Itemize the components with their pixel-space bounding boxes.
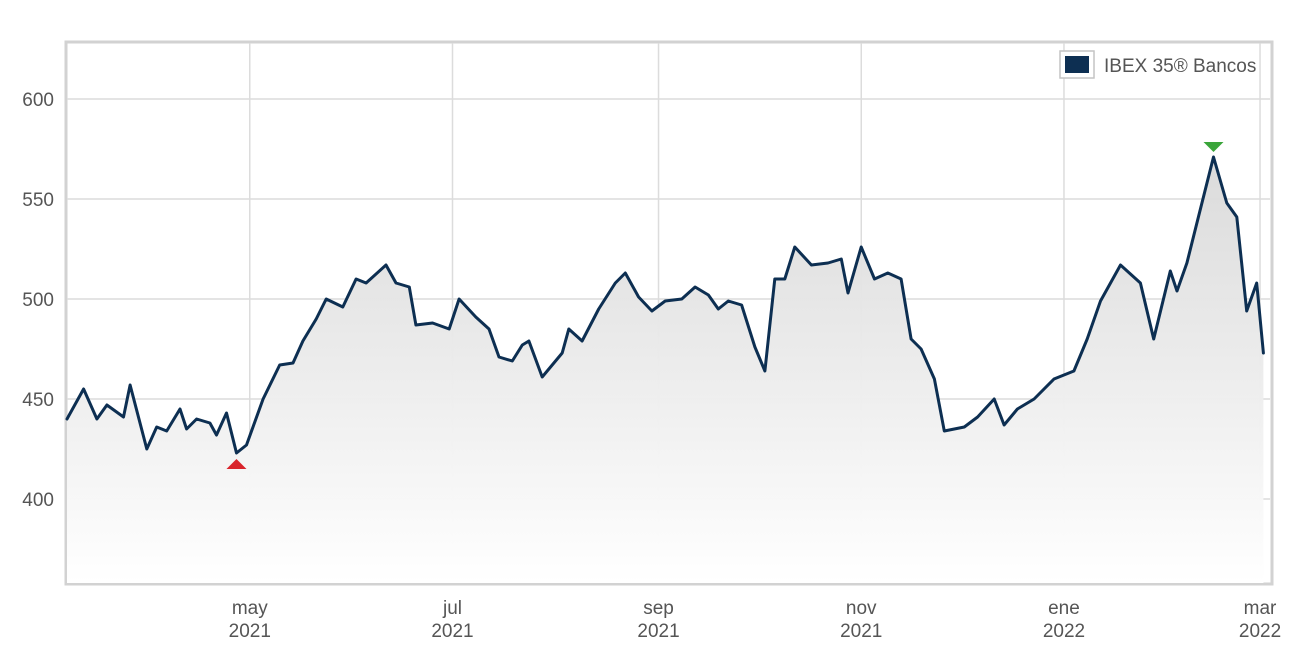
y-tick-label-450: 450 — [22, 390, 54, 411]
x-tick-month-may-2021: may — [232, 598, 268, 619]
x-tick-month-nov-2021: nov — [846, 598, 877, 619]
series-line — [65, 155, 1265, 455]
x-tick-year-sep-2021: 2021 — [637, 621, 679, 642]
area-fill-layer — [67, 157, 1264, 583]
legend-label: IBEX 35® Bancos — [1104, 56, 1256, 77]
min-marker — [226, 459, 247, 469]
series-line-layer — [65, 155, 1265, 455]
legend-swatch — [1065, 56, 1089, 73]
x-tick-month-ene-2022: ene — [1048, 598, 1080, 619]
x-tick-month-sep-2021: sep — [643, 598, 674, 619]
legend[interactable]: IBEX 35® Bancos — [1059, 50, 1256, 79]
x-tick-month-jul-2021: jul — [442, 598, 462, 619]
y-tick-label-500: 500 — [22, 290, 54, 311]
max-marker — [1203, 142, 1224, 152]
x-tick-year-may-2021: 2021 — [229, 621, 271, 642]
x-axis-ticks: may2021jul2021sep2021nov2021ene2022mar20… — [229, 598, 1282, 642]
series-area — [67, 157, 1264, 583]
x-tick-month-mar-2022: mar — [1244, 598, 1277, 619]
x-tick-year-ene-2022: 2022 — [1043, 621, 1085, 642]
y-tick-label-600: 600 — [22, 90, 54, 111]
y-axis-ticks: 400 450 500 550 600 — [22, 90, 54, 511]
x-tick-year-jul-2021: 2021 — [431, 621, 473, 642]
x-tick-year-mar-2022: 2022 — [1239, 621, 1281, 642]
x-tick-year-nov-2021: 2021 — [840, 621, 882, 642]
marker-layer — [226, 142, 1224, 469]
y-tick-label-400: 400 — [22, 490, 54, 511]
y-tick-label-550: 550 — [22, 190, 54, 211]
